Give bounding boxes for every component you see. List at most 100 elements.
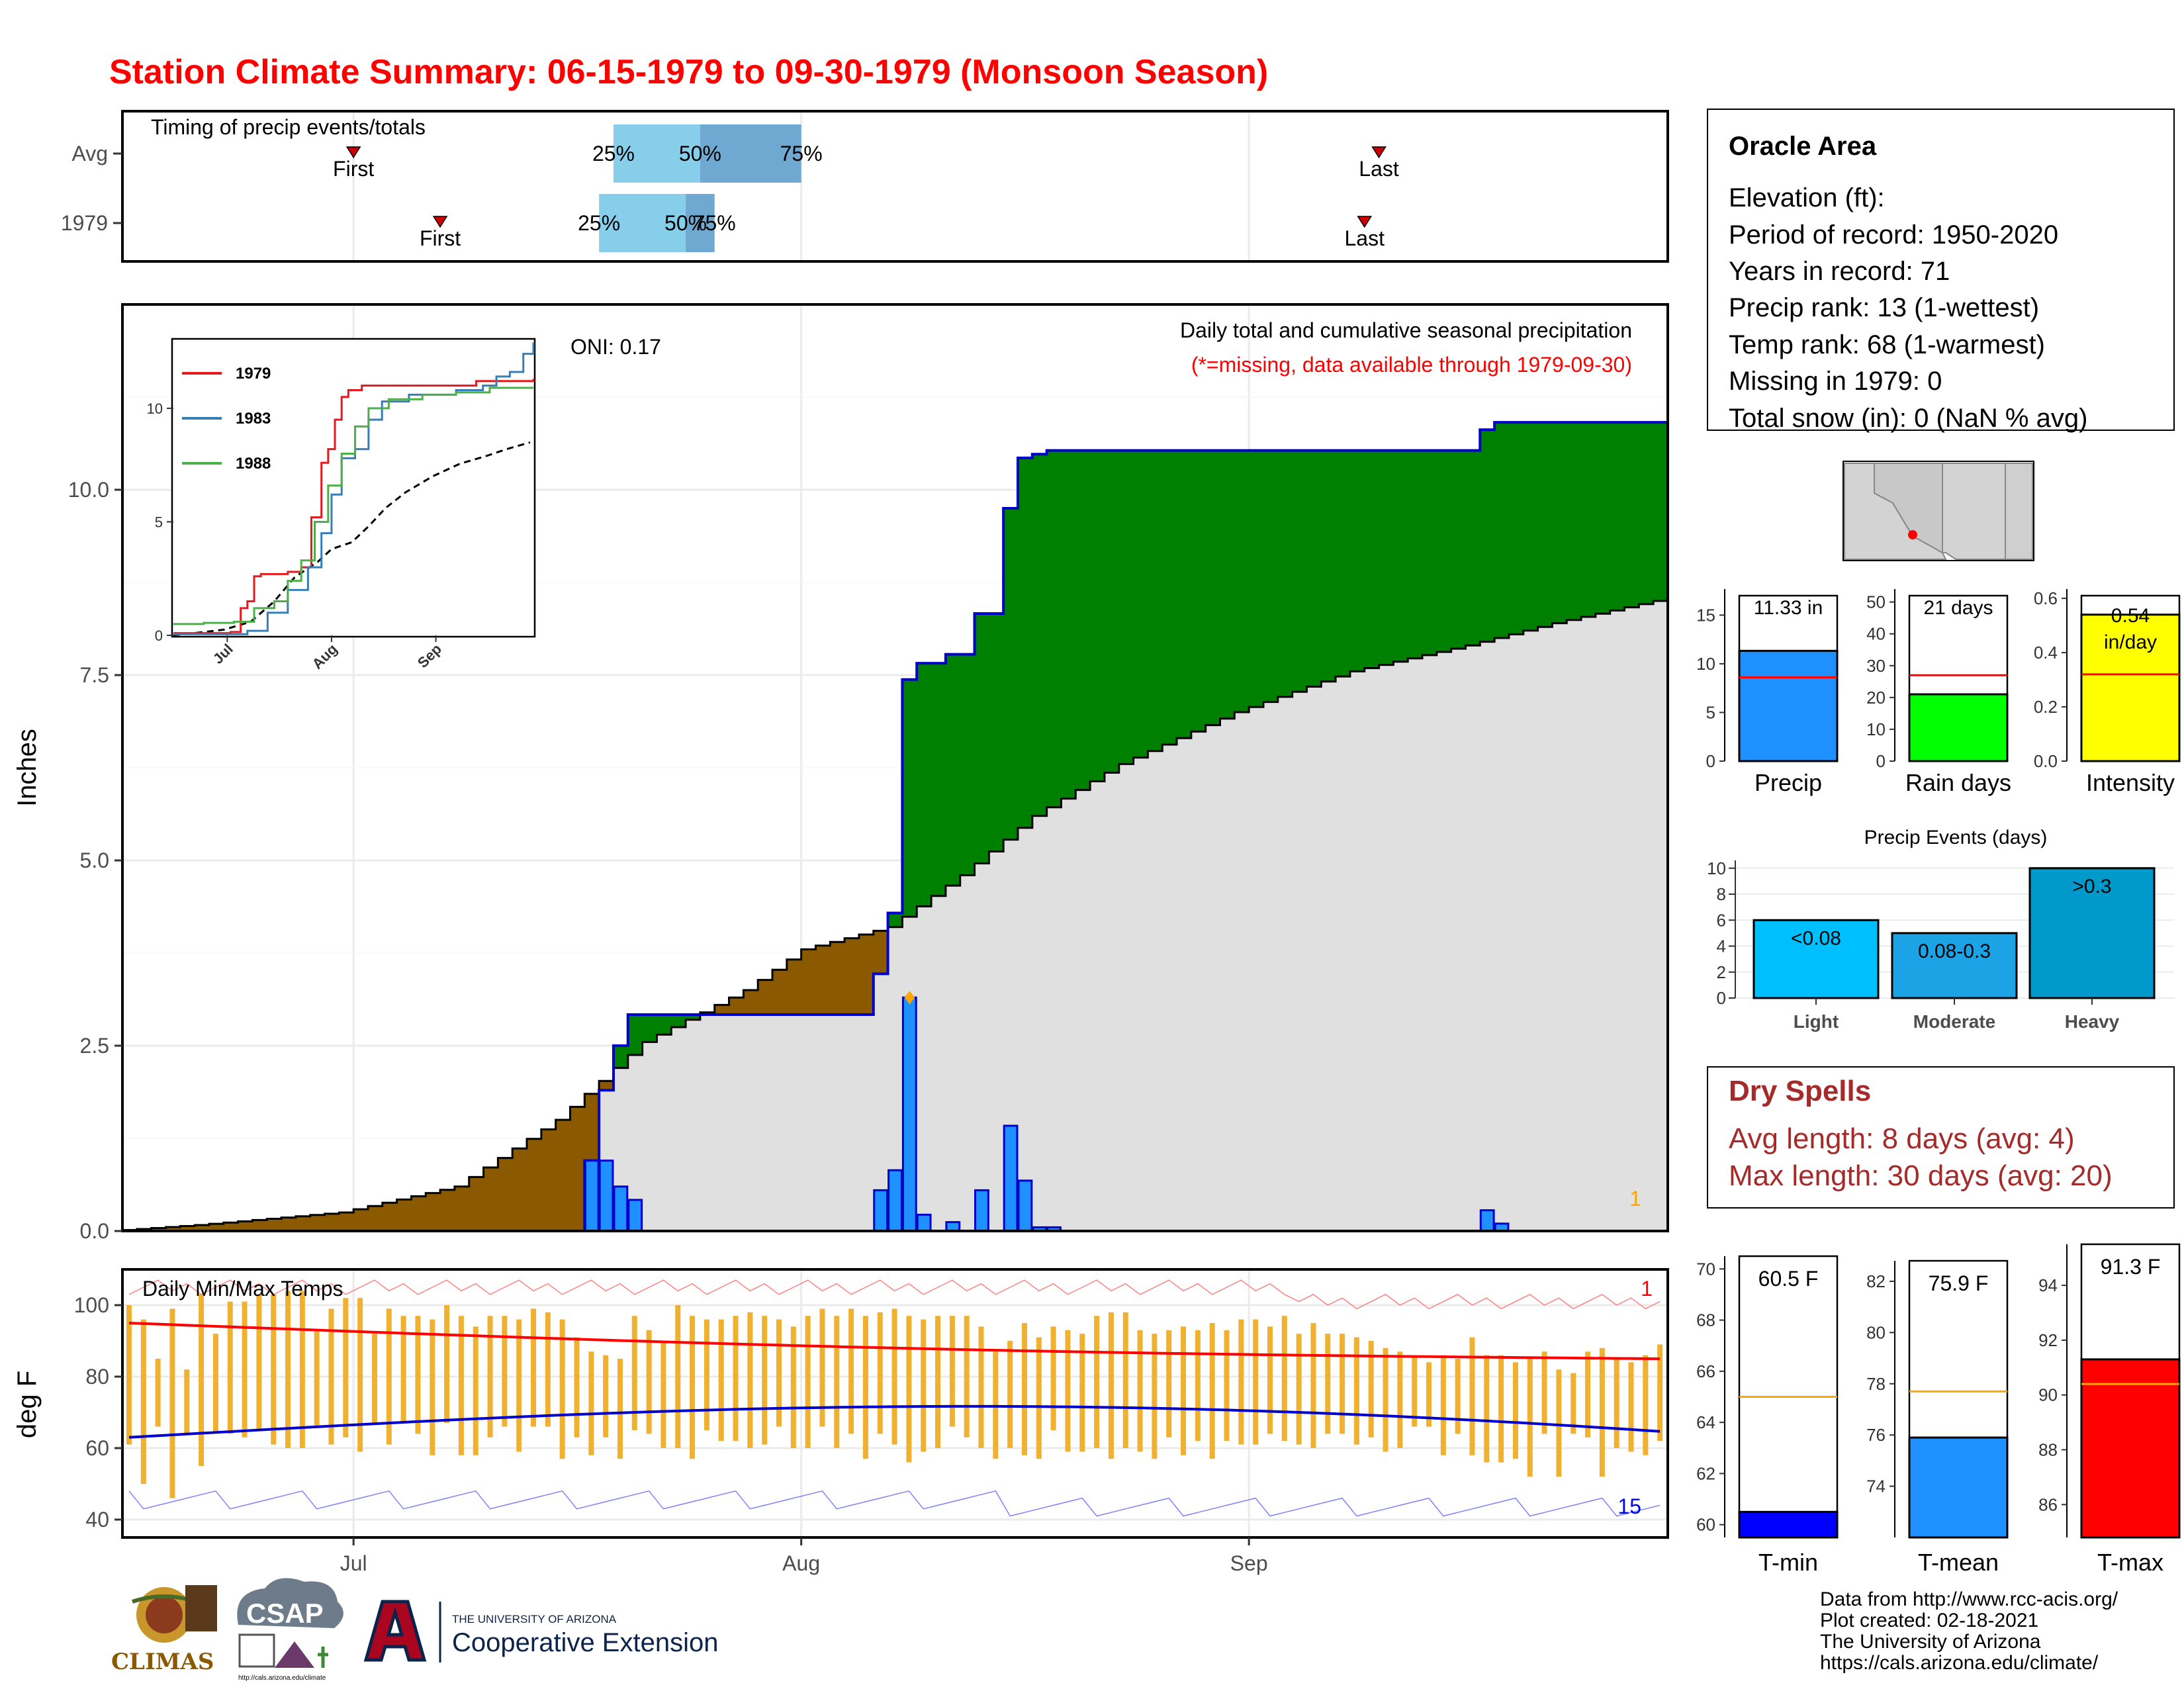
inset-y-tick-label: 5 bbox=[155, 514, 163, 530]
month-tick-label: Sep bbox=[1230, 1551, 1268, 1575]
temp-panel: 40 60 80 100 Daily Min/Max Temps 1 15 deg F… bbox=[13, 1268, 1669, 1575]
temp-bar-tick-label: 66 bbox=[1696, 1361, 1715, 1381]
map-new-mexico bbox=[1942, 463, 2006, 560]
footer-line-url: https://cals.arizona.edu/climate/ bbox=[1820, 1652, 2099, 1674]
daily-precip-bar bbox=[873, 1189, 889, 1232]
events-y-tick-label: 4 bbox=[1717, 937, 1726, 956]
daily-temp-range-bar bbox=[299, 1291, 305, 1448]
daily-temp-range-bar bbox=[1007, 1341, 1013, 1448]
events-bar bbox=[1891, 932, 2018, 999]
temp-low-count: 15 bbox=[1617, 1494, 1641, 1518]
daily-temp-range-bar bbox=[690, 1316, 696, 1459]
precip-y-axis: 0.0 2.5 5.0 7.5 10.0 bbox=[68, 478, 122, 1243]
daily-temp-range-bar bbox=[1570, 1373, 1576, 1434]
info-line-temp-rank: Temp rank: 68 (1-warmest) bbox=[1729, 330, 2045, 359]
daily-temp-range-bar bbox=[1340, 1334, 1345, 1434]
daily-temp-range-bar bbox=[1267, 1326, 1273, 1434]
inset-avg-line bbox=[173, 441, 531, 637]
month-tick-label: Aug bbox=[782, 1551, 820, 1575]
daily-temp-range-bar bbox=[1498, 1355, 1504, 1463]
timing-title: Timing of precip events/totals bbox=[151, 115, 426, 139]
daily-temp-range-bar bbox=[617, 1359, 623, 1459]
daily-temp-range-bar bbox=[1209, 1323, 1215, 1459]
daily-temp-range-bar bbox=[1628, 1362, 1634, 1452]
info-line-period: Period of record: 1950-2020 bbox=[1729, 220, 2058, 250]
daily-precip-bar bbox=[916, 1213, 932, 1232]
events-category-label: Moderate bbox=[1913, 1011, 1995, 1032]
first-event-label: First bbox=[333, 157, 374, 181]
daily-temp-range-bar bbox=[1166, 1330, 1172, 1438]
daily-temp-range-bar bbox=[343, 1298, 349, 1438]
csap-cloud bbox=[237, 1578, 343, 1628]
inset-legend-label: 1983 bbox=[236, 410, 271, 428]
daily-temp-range-bar bbox=[1325, 1334, 1331, 1434]
daily-temp-range-bar bbox=[1195, 1330, 1201, 1441]
quartile-75-label: 75% bbox=[694, 211, 736, 235]
season-bar-value bbox=[1738, 649, 1839, 762]
station-location-marker bbox=[1908, 530, 1917, 539]
daily-precip-bar bbox=[584, 1160, 600, 1232]
season-total-bars: 0 5 10 15 11.33 in Precip 0 10 20 30 40 50 21 days Ra… bbox=[1696, 588, 2181, 796]
daily-temp-range-bar bbox=[819, 1308, 825, 1427]
temp-bar-label: T-min bbox=[1758, 1549, 1818, 1576]
daily-temp-range-bar bbox=[314, 1330, 320, 1427]
daily-temp-range-bar bbox=[1281, 1316, 1287, 1441]
season-bar-tick-label: 5 bbox=[1706, 702, 1715, 722]
climas-emblem-block bbox=[185, 1585, 217, 1631]
precip-y-tick-label: 10.0 bbox=[68, 478, 109, 502]
map-texas bbox=[2005, 463, 2033, 560]
quartile-50-label: 50% bbox=[664, 211, 707, 235]
csap-cactus bbox=[318, 1647, 328, 1668]
daily-temp-range-bar bbox=[1181, 1326, 1187, 1455]
daily-temp-range-bar bbox=[169, 1308, 175, 1498]
oni-label: ONI: 0.17 bbox=[570, 335, 661, 359]
csap-url: http://cals.arizona.edu/climate bbox=[238, 1674, 326, 1682]
season-bar-tick-label: 10 bbox=[1696, 654, 1715, 674]
quartile-50-label: 50% bbox=[679, 142, 721, 165]
events-bar-label: 0.08-0.3 bbox=[1918, 940, 1991, 962]
daily-temp-range-bar bbox=[704, 1319, 709, 1430]
daily-temp-range-bar bbox=[1238, 1319, 1244, 1445]
daily-temp-range-bar bbox=[964, 1316, 970, 1438]
daily-precip-bar bbox=[887, 1169, 903, 1232]
precip-events-chart: Precip Events (days) 0 2 4 6 8 10 <0.08 Light 0.0… bbox=[1707, 827, 2174, 1032]
temp-y-tick-label: 60 bbox=[85, 1436, 109, 1460]
events-y-tick-label: 8 bbox=[1717, 884, 1726, 904]
daily-temp-range-bar bbox=[458, 1316, 464, 1455]
info-line-years: Years in record: 71 bbox=[1729, 257, 1950, 286]
temp-frame bbox=[121, 1268, 1669, 1539]
temp-bar-tick-label: 62 bbox=[1696, 1463, 1715, 1483]
daily-temp-range-bar bbox=[1137, 1330, 1143, 1452]
dry-spells-title: Dry Spells bbox=[1729, 1075, 1871, 1107]
season-bar-label: Precip bbox=[1754, 769, 1822, 796]
inset-series-line bbox=[173, 379, 535, 635]
avg-cumulative-line bbox=[122, 600, 1668, 1232]
precip-note-title: Daily total and cumulative seasonal prec… bbox=[1180, 318, 1632, 342]
inset-series-line bbox=[173, 387, 533, 625]
season-bar-tick-label: 0 bbox=[1706, 751, 1715, 771]
daily-precip-bars bbox=[584, 991, 1510, 1232]
climas-wordmark: CLIMAS bbox=[111, 1649, 214, 1675]
season-bar-label: Rain days bbox=[1905, 769, 2011, 796]
daily-temp-range-bar bbox=[805, 1316, 811, 1448]
locator-map bbox=[1843, 461, 2034, 561]
daily-temp-range-bar bbox=[935, 1316, 941, 1448]
daily-temp-range-bar bbox=[1455, 1359, 1461, 1434]
ua-cooperative-extension: Cooperative Extension bbox=[452, 1628, 718, 1657]
daily-temp-range-bar bbox=[559, 1319, 565, 1459]
daily-precip-bar bbox=[613, 1185, 629, 1232]
daily-temp-range-bar bbox=[199, 1294, 205, 1466]
daily-temp-range-bar bbox=[1469, 1337, 1475, 1455]
month-axis: Jul Aug Sep bbox=[340, 1537, 1268, 1575]
precip-y-tick-label: 2.5 bbox=[80, 1034, 109, 1058]
csap-rain bbox=[238, 1633, 275, 1668]
daily-temp-range-bar bbox=[1108, 1312, 1114, 1459]
temp-y-axis: 40 60 80 100 bbox=[74, 1293, 122, 1531]
info-line-snow: Total snow (in): 0 (NaN % avg) bbox=[1729, 404, 2087, 433]
daily-temp-range-bar bbox=[603, 1355, 609, 1438]
daily-temp-range-bar bbox=[212, 1334, 218, 1434]
daily-precip-bar bbox=[1479, 1209, 1495, 1232]
daily-temp-range-bar bbox=[1224, 1330, 1230, 1441]
